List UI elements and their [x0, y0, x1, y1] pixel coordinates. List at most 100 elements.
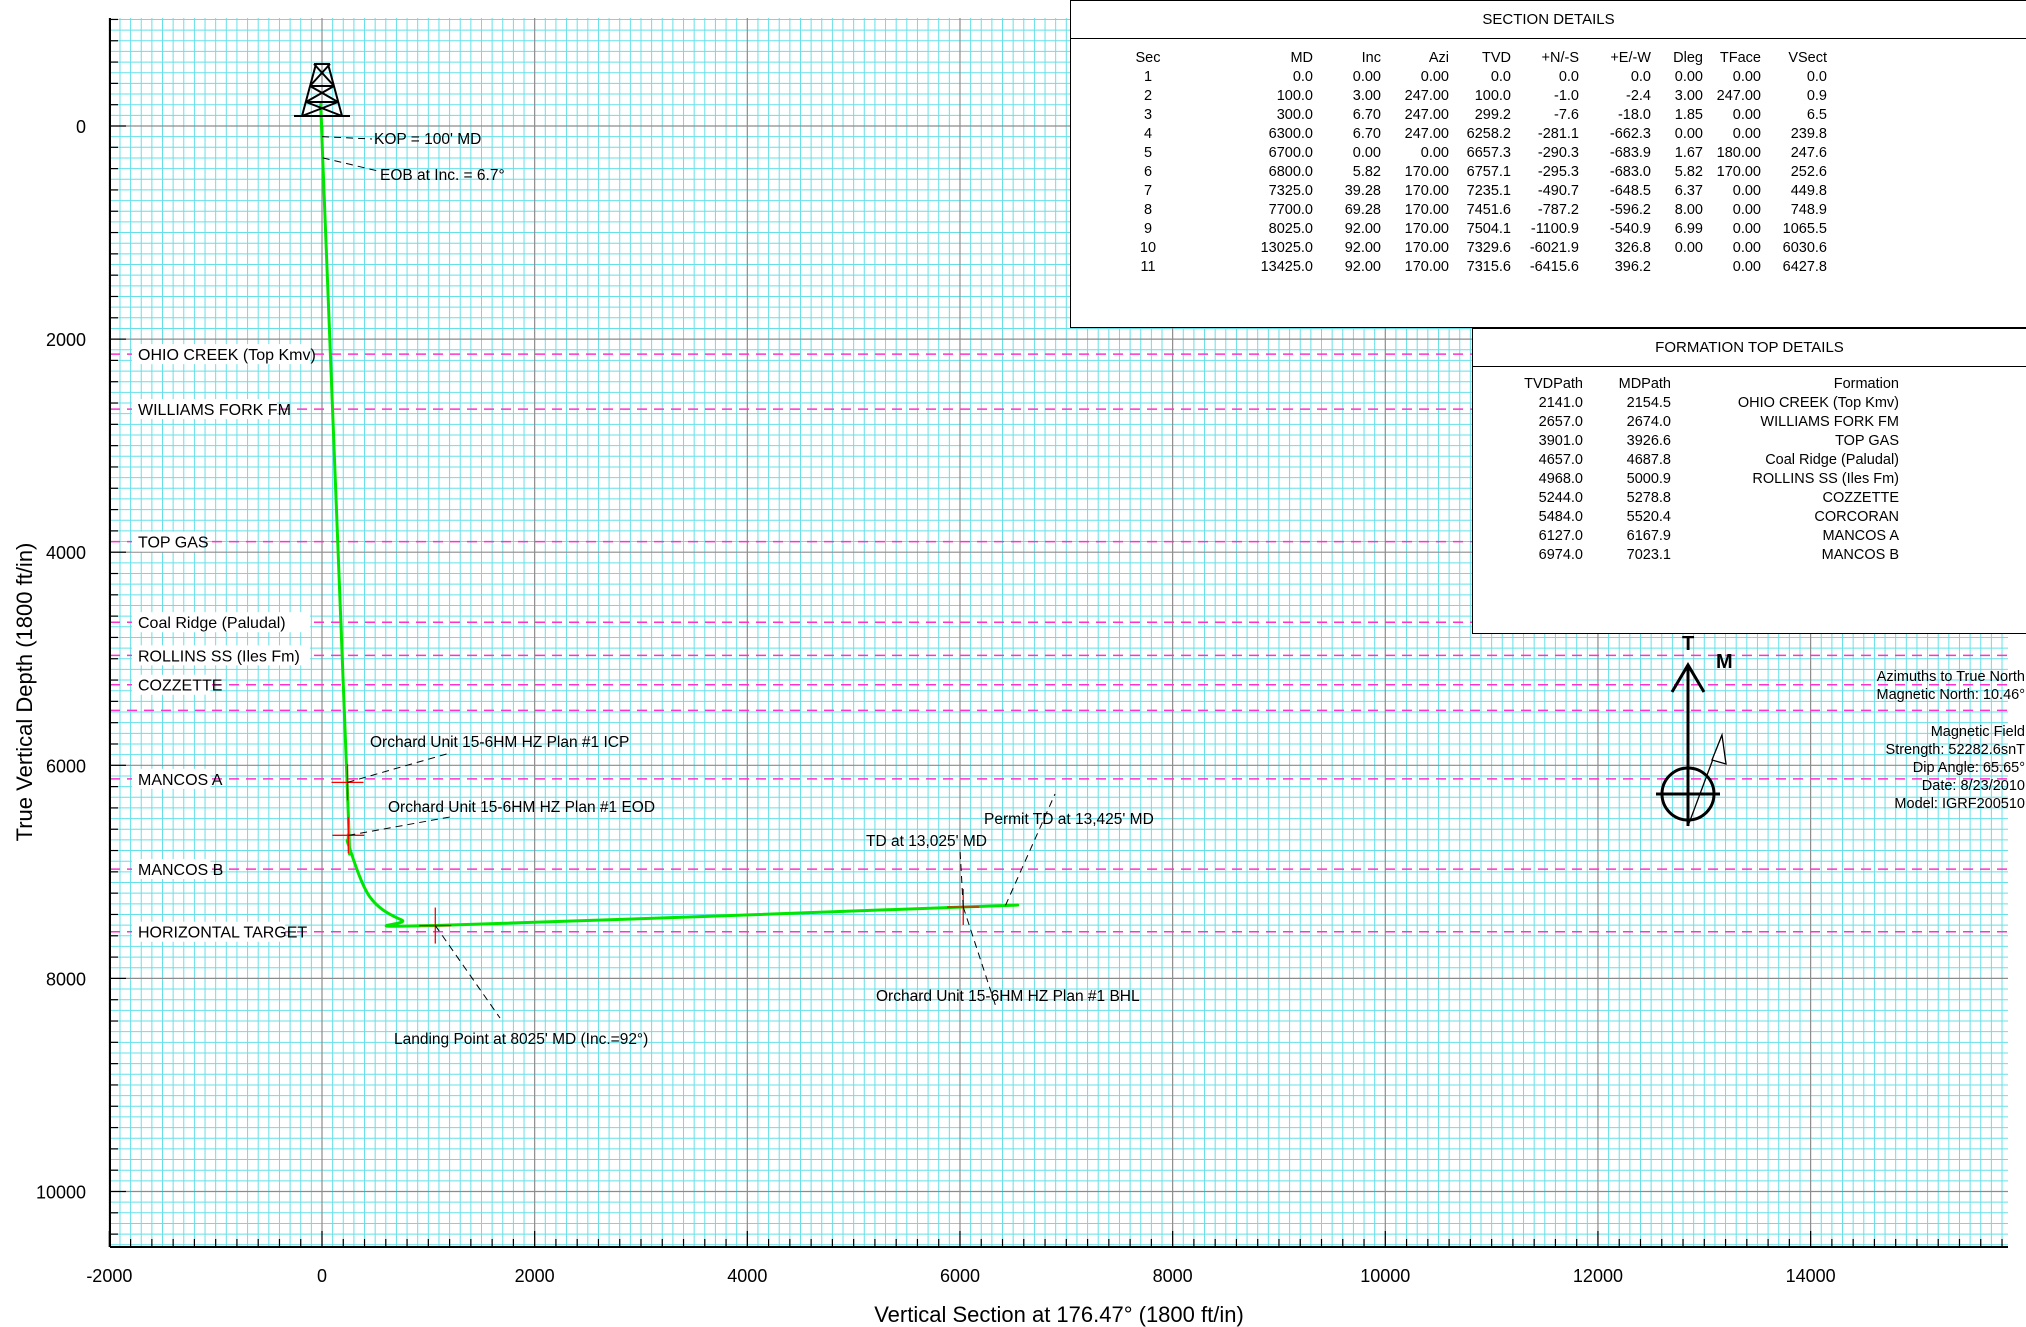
column-header: TVD [1482, 50, 1511, 66]
table-cell: -1.0 [1554, 88, 1579, 104]
x-tick-label: 14000 [1786, 1266, 1836, 1286]
annotation-leader [347, 752, 451, 783]
table-cell: 4657.0 [1538, 452, 1583, 468]
table-cell: 6657.3 [1466, 145, 1511, 161]
field-line-4: Date: 8/23/2010 [1922, 778, 2025, 794]
table-row: 5484.0 5520.4 CORCORAN [1517, 508, 1899, 527]
table-cell: 11 [1140, 259, 1156, 275]
table-row: 7 7325.0 39.28 170.00 7235.1 -490.7 -648.5 6.37… [1123, 182, 1827, 201]
formation-label: OHIO CREEK (Top Kmv) [138, 347, 316, 364]
table-cell: 7700.0 [1268, 202, 1313, 218]
table-cell: -662.3 [1609, 126, 1651, 142]
section-details-table: Sec MD Inc Azi TVD +N/-S +E/-W Dleg TFace VSect 1… [1123, 49, 1828, 277]
column-header: +N/-S [1541, 50, 1579, 66]
azimuth-line-1: Azimuths to True North [1877, 669, 2025, 685]
field-line-2: Strength: 52282.6snT [1886, 742, 2026, 758]
formation-label: MANCOS B [138, 862, 223, 879]
section-details-title: SECTION DETAILS [1071, 1, 2026, 39]
table-row: 8 7700.0 69.28 170.00 7451.6 -787.2 -596.2 8.00… [1123, 201, 1827, 220]
table-cell: 180.00 [1716, 145, 1761, 161]
table-cell: -281.1 [1537, 126, 1579, 142]
table-cell: 4 [1143, 126, 1153, 142]
annotation-label: EOB at Inc. = 6.7° [380, 167, 505, 184]
table-row: 2 100.0 3.00 247.00 100.0 -1.0 -2.4 3.00 247.00 0… [1123, 87, 1827, 106]
table-cell: MANCOS A [1822, 528, 1899, 544]
column-header: TFace [1719, 50, 1761, 66]
table-row: 3901.0 3926.6 TOP GAS [1517, 432, 1899, 451]
table-row: 6974.0 7023.1 MANCOS B [1517, 546, 1899, 565]
azimuth-line-2: Magnetic North: 10.46° [1877, 687, 2025, 703]
formation-label-bg [132, 399, 277, 420]
table-cell: 6700.0 [1268, 145, 1313, 161]
magnetic-north-label: M [1716, 651, 1733, 673]
table-cell: -648.5 [1609, 183, 1651, 199]
table-row: 5244.0 5278.8 COZZETTE [1517, 489, 1899, 508]
annotation-label: Orchard Unit 15-6HM HZ Plan #1 BHL [876, 988, 1140, 1005]
table-cell: 170.00 [1404, 164, 1449, 180]
table-cell: 8 [1143, 202, 1153, 218]
table-cell: 6167.9 [1626, 528, 1671, 544]
table-cell: 247.00 [1404, 126, 1449, 142]
table-cell: 0.00 [1674, 69, 1703, 85]
table-cell: 0.0 [1490, 69, 1511, 85]
table-cell: WILLIAMS FORK FM [1760, 414, 1899, 430]
table-row: 10 13025.0 92.00 170.00 7329.6 -6021.9 326.8 0.… [1123, 239, 1827, 258]
table-cell: 0.00 [1732, 221, 1761, 237]
formation-label: MANCOS A [138, 772, 223, 789]
table-cell: 247.6 [1790, 145, 1827, 161]
table-cell: 2154.5 [1626, 395, 1671, 411]
table-row: 2141.0 2154.5 OHIO CREEK (Top Kmv) [1517, 394, 1899, 413]
formation-label: COZZETTE [138, 678, 222, 695]
north-arrow: T M Azimuths to True North Magnetic Nort… [1656, 633, 2026, 827]
table-row: 4968.0 5000.9 ROLLINS SS (Iles Fm) [1517, 470, 1899, 489]
table-cell: -683.0 [1609, 164, 1651, 180]
table-cell: 2657.0 [1538, 414, 1583, 430]
column-header: Inc [1361, 50, 1381, 66]
table-cell: Coal Ridge (Paludal) [1765, 452, 1899, 468]
x-tick-label: 12000 [1573, 1266, 1623, 1286]
table-cell: 0.00 [1420, 69, 1449, 85]
table-cell: 0.00 [1352, 69, 1381, 85]
table-cell: 10 [1139, 240, 1157, 256]
column-header: Sec [1135, 50, 1161, 66]
table-cell: 3.00 [1674, 88, 1703, 104]
annotation-leader [1005, 793, 1056, 906]
x-tick-label: 0 [317, 1266, 327, 1286]
table-cell: 5484.0 [1538, 509, 1583, 525]
x-tick-label: 10000 [1360, 1266, 1410, 1286]
table-cell: 6.5 [1806, 107, 1827, 123]
table-cell: 4968.0 [1538, 471, 1583, 487]
table-cell: -290.3 [1537, 145, 1579, 161]
table-cell: 170.00 [1404, 259, 1449, 275]
table-cell: 92.00 [1344, 240, 1381, 256]
x-tick-label: 2000 [515, 1266, 555, 1286]
table-cell: 3.00 [1352, 88, 1381, 104]
table-cell: 0.00 [1732, 202, 1761, 218]
table-cell: 3901.0 [1538, 433, 1583, 449]
annotation-leader [959, 849, 964, 907]
table-cell [1651, 258, 1703, 277]
table-cell: 1065.5 [1782, 221, 1827, 237]
table-cell: COZZETTE [1822, 490, 1899, 506]
table-cell: 6.70 [1352, 126, 1381, 142]
annotation-leader [962, 906, 997, 1008]
table-cell: -683.9 [1609, 145, 1651, 161]
formation-label: ROLLINS SS (Iles Fm) [138, 648, 300, 665]
x-axis-label: Vertical Section at 176.47° (1800 ft/in) [874, 1302, 1244, 1327]
x-tick-label: 8000 [1153, 1266, 1193, 1286]
table-cell: CORCORAN [1814, 509, 1899, 525]
table-cell: 0.0 [1630, 69, 1651, 85]
table-cell: 247.00 [1404, 107, 1449, 123]
annotation-label: Landing Point at 8025' MD (Inc.=92°) [394, 1031, 648, 1048]
table-cell: 6258.2 [1466, 126, 1511, 142]
table-cell: 5000.9 [1626, 471, 1671, 487]
north-arrow-icon [1656, 662, 1727, 827]
table-row: 4 6300.0 6.70 247.00 6258.2 -281.1 -662.3 0.00 0… [1123, 125, 1827, 144]
table-cell: 7451.6 [1466, 202, 1511, 218]
column-header: Formation [1833, 376, 1899, 392]
table-cell: 449.8 [1790, 183, 1827, 199]
annotation-label: TD at 13,025' MD [866, 833, 987, 850]
field-line-3: Dip Angle: 65.65° [1913, 760, 2025, 776]
y-tick-label: 10000 [36, 1183, 86, 1203]
table-row: 11 13425.0 92.00 170.00 7315.6 -6415.6 396.2 0.… [1123, 258, 1827, 277]
